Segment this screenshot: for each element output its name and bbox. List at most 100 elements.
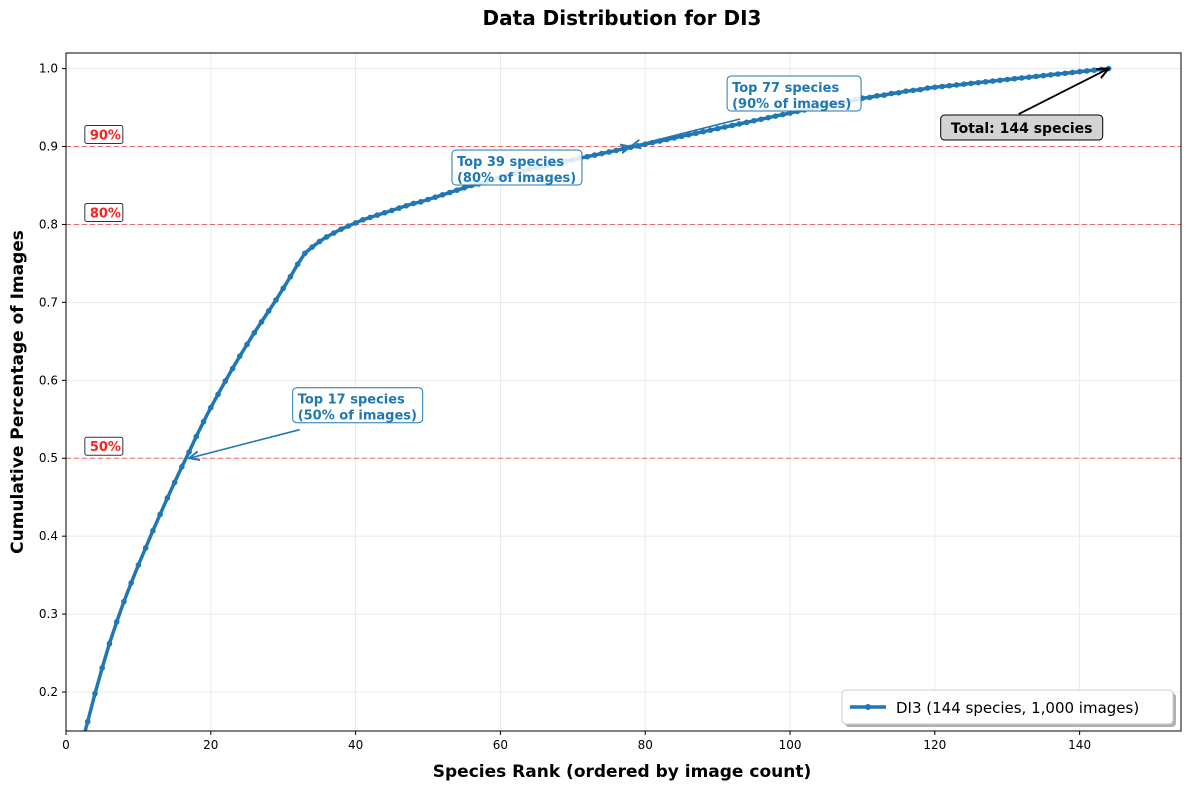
y-tick-label: 0.8	[39, 217, 58, 231]
annotation-box	[451, 149, 583, 186]
data-point	[294, 261, 301, 267]
x-tick-label: 60	[493, 738, 508, 752]
data-point	[417, 199, 424, 205]
data-point	[693, 130, 699, 137]
data-point	[323, 234, 330, 240]
data-point	[960, 81, 967, 87]
data-point	[99, 665, 106, 671]
data-point	[903, 88, 909, 94]
data-point	[454, 187, 460, 193]
data-point	[345, 223, 352, 229]
data-point	[171, 479, 178, 486]
data-point	[895, 89, 902, 96]
data-point	[193, 433, 200, 440]
x-tick-label: 140	[1068, 738, 1091, 752]
data-point	[150, 527, 156, 534]
data-point	[432, 194, 439, 200]
y-tick-label: 1.0	[39, 62, 58, 76]
annotation-text: (50% of images)	[298, 409, 417, 424]
annotation-arrow	[631, 118, 741, 147]
data-point	[968, 80, 974, 87]
data-point	[1047, 72, 1054, 78]
data-point	[1033, 73, 1039, 80]
data-point	[273, 297, 279, 303]
data-point	[352, 220, 359, 226]
data-point	[1055, 71, 1061, 77]
y-tick-label: 0.3	[39, 607, 58, 621]
data-point	[215, 391, 221, 398]
data-point	[910, 87, 916, 94]
data-point	[186, 449, 192, 455]
annotation-layer: Top 17 species(50% of images) Top 39 spec…	[189, 69, 1109, 459]
data-point	[997, 77, 1003, 84]
data-point	[200, 418, 207, 425]
tick-layer: 0 20 40 60 80 100 120 140 0.2 0.3 0.4 0.5 0.6 0.7 0.8 0…	[39, 62, 1091, 752]
data-point	[866, 94, 873, 101]
data-point	[302, 250, 308, 257]
data-point	[439, 192, 446, 198]
annotation-text: Top 77 species	[732, 81, 839, 96]
data-point	[446, 189, 453, 196]
total-label: Total: 144 species	[951, 121, 1093, 137]
data-point	[461, 185, 468, 191]
data-point	[367, 214, 373, 221]
data-point	[722, 124, 728, 130]
data-point	[888, 90, 895, 97]
data-point	[309, 244, 315, 250]
reference-label-box	[84, 202, 124, 222]
x-tick-label: 20	[203, 738, 218, 752]
series-layer	[83, 65, 1112, 731]
data-point	[1069, 69, 1076, 76]
data-point	[1091, 67, 1097, 73]
reference-label-box	[84, 125, 124, 145]
y-axis-title: Cumulative Percentage of Images	[8, 230, 28, 554]
data-point	[917, 86, 924, 93]
data-point	[874, 93, 880, 99]
data-point	[92, 690, 98, 697]
x-axis-title: Species Rank (ordered by image count)	[433, 762, 812, 782]
annotation-arrow	[189, 428, 300, 459]
reference-label: 50%	[90, 440, 121, 455]
data-point	[142, 545, 149, 551]
data-point	[1040, 72, 1047, 79]
data-point	[389, 207, 395, 214]
data-point	[1018, 75, 1025, 81]
data-point	[208, 404, 214, 411]
reference-label-box	[84, 436, 124, 456]
reference-label: 80%	[90, 206, 121, 221]
data-point	[924, 85, 931, 91]
legend-marker-swatch	[865, 704, 871, 710]
data-point	[787, 110, 793, 116]
data-point	[287, 273, 294, 280]
annotation-text: (90% of images)	[732, 97, 851, 112]
data-point	[84, 718, 91, 725]
data-point	[258, 319, 265, 325]
data-point	[932, 84, 938, 91]
data-point	[381, 209, 388, 216]
reference-lines: 50% 80% 90%	[66, 125, 1181, 459]
data-point	[229, 365, 236, 372]
legend-box	[841, 689, 1174, 725]
data-point	[1084, 68, 1090, 74]
data-point	[113, 619, 120, 625]
data-point	[989, 78, 996, 84]
legend: DI3 (144 species, 1,000 images)	[841, 689, 1176, 727]
data-point	[975, 79, 982, 86]
data-point	[244, 341, 250, 348]
total-arrow	[1018, 69, 1109, 115]
data-point	[280, 285, 287, 292]
chart-title: Data Distribution for DI3	[483, 6, 762, 30]
data-point	[316, 238, 323, 245]
data-point	[700, 128, 706, 135]
data-point	[714, 125, 721, 132]
x-tick-label: 0	[62, 738, 70, 752]
data-point	[157, 511, 163, 518]
data-point	[396, 205, 402, 211]
data-point	[707, 127, 714, 133]
reference-label: 90%	[90, 129, 121, 144]
data-point	[982, 79, 989, 85]
data-point	[1011, 75, 1018, 82]
data-point	[743, 119, 750, 126]
y-tick-label: 0.4	[39, 529, 58, 543]
